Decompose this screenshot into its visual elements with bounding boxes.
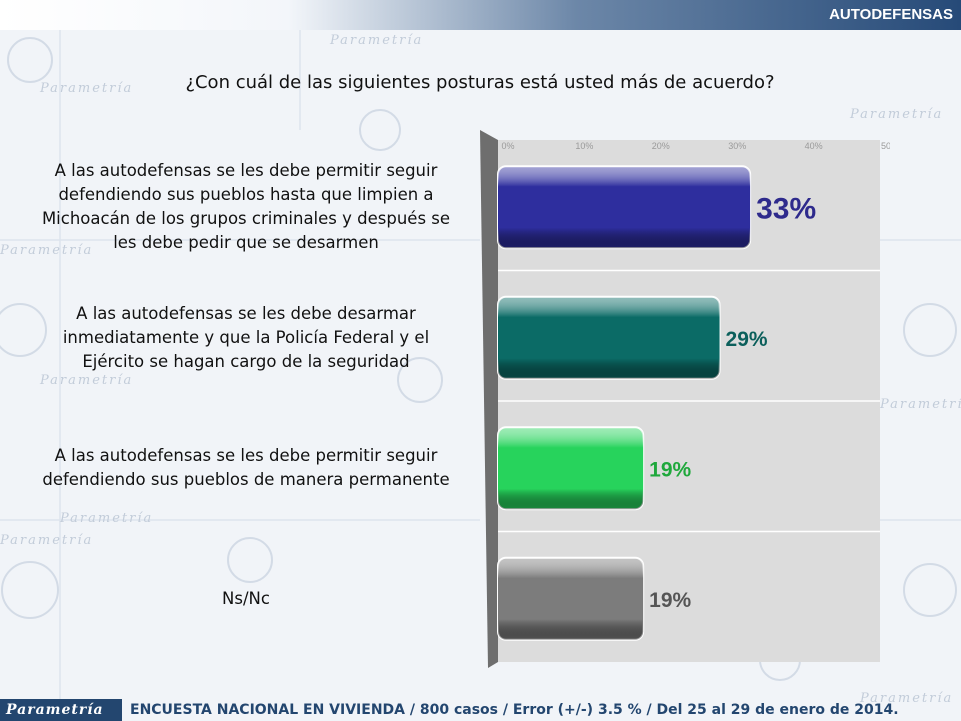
category-label: A las autodefensas se les debe permitir … — [22, 444, 470, 492]
category-label: A las autodefensas se les debe desarmar i… — [22, 302, 470, 374]
x-tick-label: 0% — [501, 141, 514, 151]
footer-note: ENCUESTA NACIONAL EN VIVIENDA / 800 caso… — [130, 702, 899, 718]
data-label: 19% — [649, 458, 691, 481]
watermark-text: Parametría — [859, 691, 953, 706]
question-title: ¿Con cuál de las siguientes posturas est… — [185, 72, 775, 93]
category-label-line: defendiendo sus pueblos hasta que limpie… — [58, 185, 434, 205]
category-label-line: inmediatamente y que la Policía Federal … — [62, 327, 430, 347]
data-label: 33% — [756, 192, 816, 225]
data-label: 19% — [649, 589, 691, 612]
watermark-text: Parametría — [0, 533, 93, 548]
section-title: AUTODEFENSAS — [829, 6, 953, 23]
bar-chart: 0% 10% 20% 30% 40% 50% 33% 29% 19% 19% — [480, 130, 890, 668]
category-label-line: A las autodefensas se les debe permitir … — [54, 161, 438, 181]
x-tick-label: 40% — [805, 141, 823, 151]
watermark-text: Parametría — [39, 81, 133, 96]
category-label-line: Michoacán de los grupos criminales y des… — [41, 209, 451, 229]
category-label: A las autodefensas se les debe permitir … — [22, 159, 470, 255]
category-label-line: Ns/Nc — [222, 588, 270, 608]
x-tick-label: 30% — [728, 141, 746, 151]
category-label: Ns/Nc — [22, 587, 470, 611]
watermark-text: Parametría — [0, 243, 93, 258]
watermark-text: Parametría — [879, 397, 961, 412]
bar-shading — [498, 166, 751, 249]
category-label-line: A las autodefensas se les debe permitir … — [54, 446, 438, 466]
data-label: 29% — [726, 328, 768, 351]
footer-logo: Parametría — [0, 699, 122, 721]
category-label-line: A las autodefensas se les debe desarmar — [76, 303, 416, 323]
category-label-line: defendiendo sus pueblos de manera perman… — [42, 470, 450, 490]
watermark-text: Parametría — [59, 511, 153, 526]
bar-shading — [498, 557, 644, 640]
watermark-text: Parametría — [849, 107, 943, 122]
category-label-line: Ejército se hagan cargo de la seguridad — [82, 351, 410, 371]
category-label-line: les debe pedir que se desarmen — [113, 233, 379, 253]
x-tick-label: 20% — [652, 141, 670, 151]
watermark-text: Parametría — [39, 373, 133, 388]
bar-shading — [498, 296, 720, 379]
bar-shading — [498, 427, 644, 510]
x-tick-label: 50% — [881, 141, 890, 151]
x-tick-label: 10% — [575, 141, 593, 151]
header-bar: AUTODEFENSAS — [0, 0, 961, 30]
chart-wall — [480, 130, 498, 668]
watermark-text: Parametría — [329, 33, 423, 48]
